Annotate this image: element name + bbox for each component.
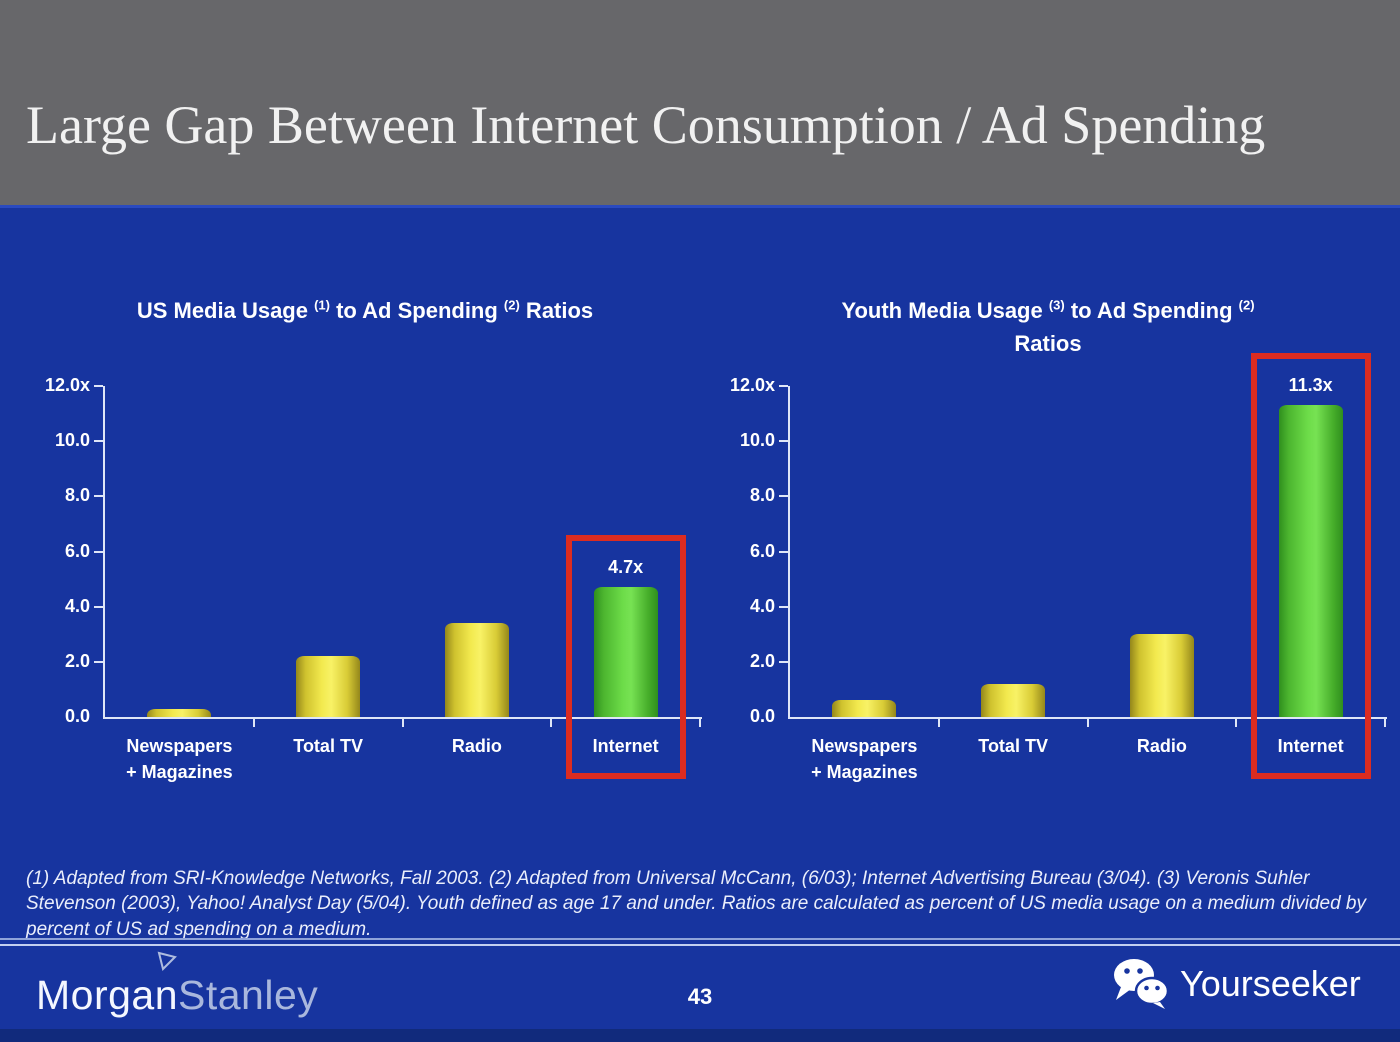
chart-1-y-tick-label: 0.0 [64,706,90,726]
chart-2-y-tick [779,440,788,443]
chart-1-x-tick [550,719,553,727]
brand-part2: Stanley [178,972,319,1018]
chart-2-y-tick-label: 6.0 [749,540,775,561]
chart-1-y-tick-label: 2.0 [64,650,90,671]
chart-1-bar-internet [593,587,658,717]
chart-1-category-label-radio: Radio [451,736,502,756]
chart-2-y-tick [779,605,788,608]
morgan-stanley-flag-icon [157,951,177,971]
chart-1-category-label-internet: Internet [592,736,659,756]
chart-2-category-label-internet: Internet [1277,736,1344,756]
title-text: to Ad Spending [329,298,504,323]
chart-2-x-tick [1384,719,1386,727]
wechat-icon [1114,959,1170,1009]
chart-2-y-tick-label: 12.0x [729,375,775,395]
chart-2-bar-total-tv [981,683,1046,717]
footer-divider [0,938,1400,946]
chart-2-y-tick [779,495,788,498]
chart-1-category-label-total-tv: Total TV [293,736,363,756]
title-text: US Media Usage [136,298,315,323]
chart-2-category-label-total-tv: Total TV [978,736,1048,756]
chart-2-bar-radio [1129,634,1194,717]
chart-1-y-tick [94,550,103,553]
chart-2-x-tick [1086,719,1089,727]
chart-1-x-tick [699,719,701,727]
chart-1-y-tick [94,495,103,498]
chart-1-y-tick [94,440,103,443]
chart-2-y-tick-label: 4.0 [749,595,775,616]
chart-1-bar-total-tv [296,656,361,717]
page-number: 43 [687,984,713,1009]
footnote-ref: (2) [503,297,520,313]
chart-2-title: Youth Media Usage (3) to Ad Spending (2)… [753,294,1343,360]
chart-2-x-tick [1235,719,1238,727]
footnote-ref: (1) [314,297,330,313]
chart-2-x-tick [937,719,940,727]
chart-1-x-tick [401,719,404,727]
title-text: Ratios [519,298,594,323]
chart-1-y-tick [94,605,103,608]
chart-1-bar-value-internet: 4.7x [608,557,644,578]
chart-2-y-tick-label: 2.0 [749,650,775,671]
chart-1-y-tick [94,660,103,663]
slide-header: Large Gap Between Internet Consumption /… [0,0,1400,205]
chart-2-category-label-newspapers: Newspapers + Magazines [811,736,918,783]
footnote-ref: (3) [1048,297,1065,313]
brand-part1: Morgan [36,972,179,1018]
footnote-ref: (2) [1238,297,1255,313]
chart-1-y-tick-label: 4.0 [64,595,90,616]
chart-1-y-tick-label: 6.0 [64,540,90,561]
chart-1-bar-radio [444,623,509,717]
title-text: to Ad Spending [1064,298,1239,323]
chart-1-y-tick-label: 12.0x [44,375,90,395]
chart-2-y-tick-label: 8.0 [749,485,775,506]
chart-1-bar-newspapers [147,708,212,717]
watermark: Yourseeker [1112,958,1361,1010]
chart-1-y-tick [94,385,103,387]
chart-2-category-label-radio: Radio [1136,736,1187,756]
title-text: Youth Media Usage [841,298,1049,323]
chart-1-y-axis [103,386,105,719]
chart-2-y-tick-label: 10.0 [739,430,775,451]
chart-2-y-tick [779,660,788,663]
chart-1-x-tick [252,719,255,727]
chart-2-bar-newspapers [832,700,897,717]
footnote: (1) Adapted from SRI-Knowledge Networks,… [26,868,1366,940]
chart-2-bar-internet [1278,405,1343,717]
header-divider [0,205,1400,208]
watermark-label: Yourseeker [1180,963,1361,1004]
chart-2-highlight-box [1250,353,1371,779]
slide-title: Large Gap Between Internet Consumption /… [26,95,1266,155]
morgan-stanley-logo: MorganStanley [36,972,318,1019]
chart-2-y-tick-label: 0.0 [749,706,775,726]
chart-2-x-axis [788,717,1387,719]
chart-1-highlight-box [565,535,686,779]
chart-1-x-axis [103,717,702,719]
bottom-strip [0,1029,1400,1042]
chart-2-y-axis [788,386,790,719]
chart-2-y-tick [779,550,788,553]
chart-1-category-label-newspapers: Newspapers + Magazines [126,736,233,783]
chart-2-bar-value-internet: 11.3x [1288,375,1333,396]
chart-1-title: US Media Usage (1) to Ad Spending (2) Ra… [40,294,690,327]
title-text: Ratios [1014,331,1082,356]
chart-2-y-tick [779,385,788,387]
chart-1-y-tick-label: 8.0 [64,485,90,506]
chart-1-y-tick-label: 10.0 [54,430,90,451]
